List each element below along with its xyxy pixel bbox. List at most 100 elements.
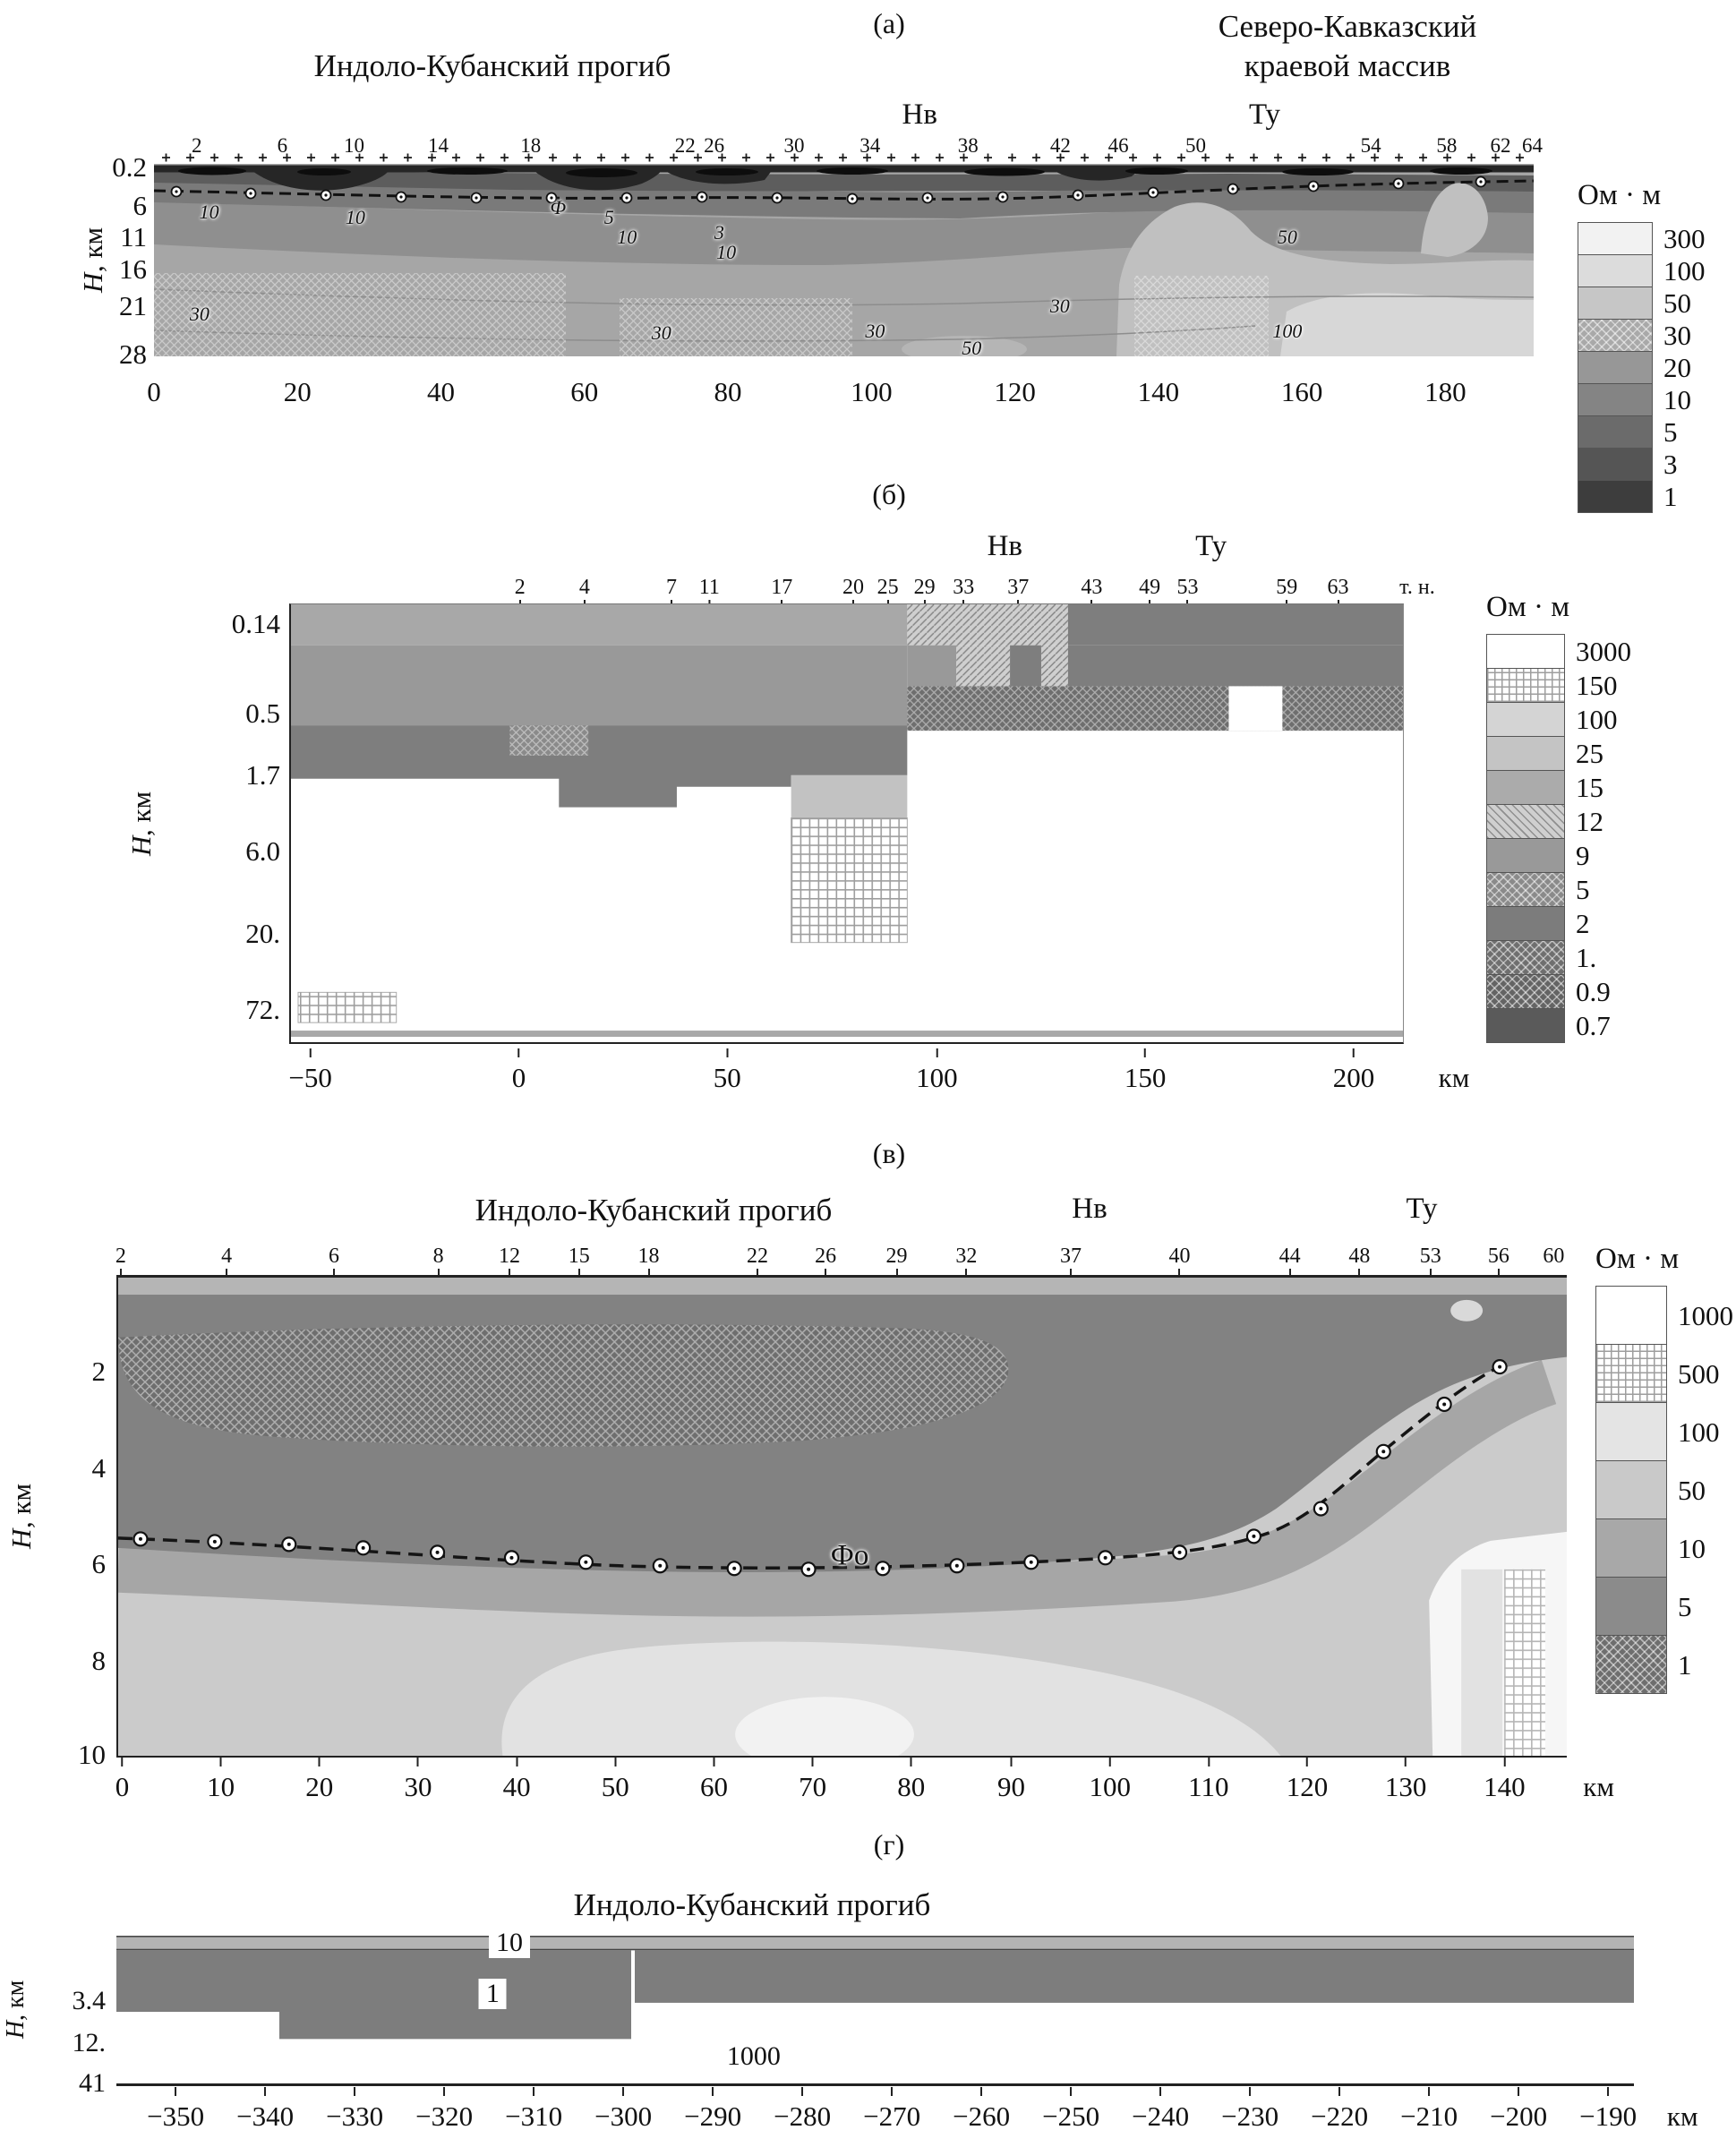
legend-title: Ом · м (1486, 591, 1570, 623)
x-tick-label: 0 (147, 376, 161, 407)
x-tick-label: −240 (1132, 2100, 1189, 2130)
y-tick-label: 28 (119, 338, 147, 370)
station-number: 4 (578, 576, 590, 599)
y-tick-label: 4 (91, 1451, 107, 1484)
panel-b-tag: (б) (872, 478, 906, 510)
x-tick-label: 0 (511, 1062, 526, 1093)
legend-swatch (1486, 838, 1565, 873)
zone-marker: Нв (902, 98, 937, 131)
legend-label: 12 (1576, 806, 1603, 837)
panel-a-y-axis-title: H, км (77, 227, 108, 293)
legend-entry: 10 (1595, 1518, 1733, 1578)
x-tick-label: км (1583, 1771, 1614, 1802)
legend-swatch (1486, 634, 1565, 669)
legend-entry: 0.7 (1486, 1008, 1631, 1043)
x-tick-label: 30 (404, 1771, 432, 1802)
x-tick-label: 0 (115, 1771, 130, 1802)
legend-entry: 100 (1578, 254, 1706, 287)
contour-label: Ф (550, 196, 567, 219)
panel-a-title-right-line2: краевой массив (1244, 47, 1451, 83)
x-tick-label: −50 (288, 1062, 332, 1093)
panel-v-annotations: Фо (118, 1275, 1567, 1756)
y-tick-label: 1.7 (245, 758, 280, 791)
panel-b-y-axis: 0.14 0.5 1.7 6.0 20. 72. (161, 603, 280, 1044)
legend-label: 1 (1663, 481, 1678, 512)
x-tick-label: 120 (1286, 1771, 1329, 1802)
legend-swatch (1486, 770, 1565, 805)
panel-b-y-axis-title: H, км (125, 791, 157, 857)
legend-label: 500 (1678, 1357, 1720, 1390)
legend-entry: 5 (1595, 1577, 1733, 1636)
x-tick-label: 60 (699, 1771, 728, 1802)
y-tick-label: 0.14 (231, 608, 280, 640)
x-tick-label: −300 (594, 2100, 652, 2130)
y-tick-label: 6.0 (245, 834, 280, 867)
legend-swatch (1595, 1344, 1667, 1403)
contour-label: 30 (865, 320, 885, 343)
x-tick-label: −340 (236, 2100, 294, 2130)
x-tick-label: −280 (774, 2100, 831, 2130)
legend-swatch (1595, 1402, 1667, 1461)
panel-v-plot: Фо (116, 1275, 1567, 1758)
legend-entry: 25 (1486, 736, 1631, 771)
panel-a-tag: (а) (873, 7, 905, 39)
layer-resistivity-label: 1 (478, 1978, 507, 2009)
legend-label: 15 (1576, 772, 1603, 803)
legend-title: Ом · м (1595, 1243, 1680, 1275)
panel-v-legend: Ом · м 1000 500 100 50 10 (1595, 1243, 1733, 1694)
legend-swatch (1578, 222, 1653, 255)
legend-entry: 20 (1578, 351, 1706, 384)
zone-marker: Нв (987, 530, 1022, 562)
panel-v-zone-markers: Нв Ту (116, 1193, 1567, 1228)
x-tick-label: 20 (305, 1771, 334, 1802)
x-tick-label: 140 (1137, 376, 1180, 407)
x-tick-label: 180 (1424, 376, 1467, 407)
x-tick-label: −320 (415, 2100, 473, 2130)
y-tick-label: 20. (245, 918, 280, 949)
station-number: 20 (842, 576, 864, 599)
station-number: 43 (1081, 576, 1103, 599)
legend-swatch (1578, 287, 1653, 320)
legend-swatch (1486, 872, 1565, 907)
station-number: 53 (1419, 1245, 1441, 1268)
legend-swatch (1595, 1286, 1667, 1345)
legend-swatch (1595, 1635, 1667, 1694)
panel-a-legend: Ом · м 300 100 50 30 20 (1578, 179, 1706, 513)
x-tick-label: 100 (1089, 1771, 1131, 1802)
legend-label: 50 (1678, 1474, 1706, 1506)
panel-a-y-axis: 0.2 6 11 16 21 28 (52, 151, 147, 370)
station-number: 49 (1139, 576, 1161, 599)
panel-g-layer-labels: 10 1 1000 (116, 1928, 1634, 2086)
x-tick-label: 140 (1484, 1771, 1526, 1802)
legend-label: 30 (1663, 320, 1691, 351)
y-tick-label: 16 (119, 253, 147, 286)
panel-b-stations: 2 4 7 11 17 20 25 29 33 37 43 49 53 59 63 т. н. (289, 576, 1435, 603)
panel-g-x-axis: −350 −340 −330 −320 −310 −300 −290 −280 −270 −260… (116, 2100, 1698, 2130)
legend-label: 1000 (1678, 1299, 1733, 1331)
legend-entry: 100 (1486, 702, 1631, 737)
legend-swatch (1486, 804, 1565, 839)
legend-label: 3 (1663, 449, 1678, 480)
legend-label: 5 (1678, 1590, 1692, 1622)
x-tick-label: 110 (1188, 1771, 1229, 1802)
y-tick-label: 0.2 (112, 151, 147, 184)
legend-label: 10 (1663, 384, 1691, 415)
section-a-image (154, 150, 1534, 356)
station-number: 53 (1176, 576, 1199, 599)
panel-v-y-axis-title: H, км (5, 1484, 37, 1549)
legend-label: 0.9 (1576, 976, 1611, 1007)
y-tick-label: 6 (91, 1548, 107, 1580)
legend-label: 9 (1576, 840, 1590, 871)
x-tick-label: −350 (147, 2100, 204, 2130)
panel-a-x-axis: 0 20 40 60 80 100 120 140 160 180 (147, 376, 1534, 407)
zone-marker: Ту (1406, 1193, 1438, 1225)
x-tick-label: 130 (1384, 1771, 1427, 1802)
legend-entry: 1 (1595, 1635, 1733, 1694)
legend-swatch (1578, 319, 1653, 352)
legend-swatch (1486, 1008, 1565, 1043)
contour-label: 50 (962, 337, 982, 360)
station-number: 8 (432, 1245, 444, 1268)
legend-swatch (1578, 351, 1653, 384)
legend-entry: 15 (1486, 770, 1631, 805)
y-tick-label: 12. (72, 2027, 107, 2057)
